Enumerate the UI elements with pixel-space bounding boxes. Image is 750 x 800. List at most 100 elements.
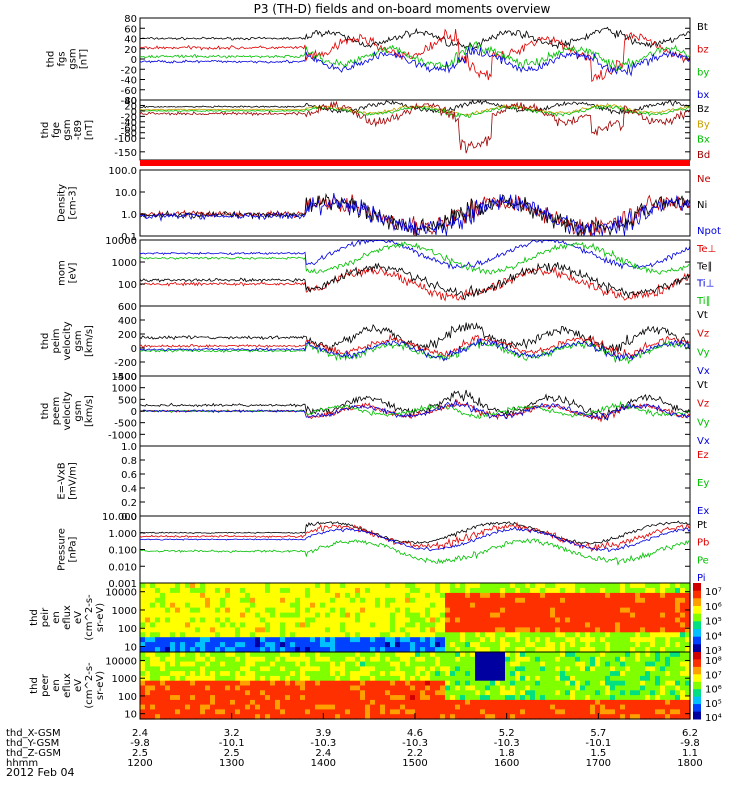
heatmap-cell [380, 622, 386, 628]
heatmap-cell [280, 652, 286, 658]
heatmap-cell [455, 607, 461, 614]
heatmap-cell [455, 583, 461, 589]
heatmap-cell [580, 709, 586, 715]
heatmap-cell [645, 637, 651, 643]
heatmap-cell [185, 680, 191, 687]
legend-Bt: Bt [697, 22, 708, 33]
heatmap-cell [445, 632, 451, 638]
heatmap-cell [670, 597, 676, 604]
heatmap-cell [250, 680, 256, 687]
heatmap-cell [325, 597, 331, 604]
heatmap-cell [190, 671, 196, 677]
heatmap-cell [535, 647, 541, 653]
heatmap-cell [685, 597, 691, 604]
heatmap-cell [215, 592, 221, 599]
heatmap-cell [375, 690, 381, 696]
heatmap-cell [365, 656, 371, 663]
heatmap-cell [210, 685, 216, 691]
heatmap-cell [385, 661, 391, 667]
heatmap-cell [160, 680, 166, 687]
heatmap-cell [560, 652, 566, 658]
heatmap-cell [165, 661, 171, 667]
heatmap-cell [685, 666, 691, 672]
heatmap-cell [425, 685, 431, 691]
heatmap-cell [445, 612, 451, 619]
heatmap-cell [625, 690, 631, 696]
heatmap-cell [655, 612, 661, 619]
heatmap-cell [675, 637, 681, 643]
heatmap-cell [300, 637, 306, 643]
heatmap-cell [370, 583, 376, 589]
heatmap-cell [550, 587, 556, 594]
heatmap-cell [545, 695, 551, 701]
heatmap-cell [145, 622, 151, 628]
heatmap-cell [630, 704, 636, 710]
heatmap-cell [630, 680, 636, 687]
heatmap-cell [380, 656, 386, 663]
heatmap-cell [210, 690, 216, 696]
heatmap-cell [245, 597, 251, 604]
heatmap-cell [650, 597, 656, 604]
heatmap-cell [150, 583, 156, 589]
heatmap-cell [625, 597, 631, 604]
heatmap-cell [355, 680, 361, 687]
colorbar-swatch [693, 613, 701, 622]
colorbar-swatch [693, 674, 701, 683]
heatmap-cell [270, 714, 276, 720]
heatmap-cell [200, 592, 206, 599]
heatmap-cell [235, 602, 241, 609]
panel-peim: VtVzVyVx6004002000-200-400thdpeimvelocit… [40, 302, 710, 383]
heatmap-cell [605, 656, 611, 663]
heatmap-cell [660, 632, 666, 638]
heatmap-cell [325, 602, 331, 609]
heatmap-cell [605, 709, 611, 715]
heatmap-cell [410, 680, 416, 687]
heatmap-cell [365, 637, 371, 643]
heatmap-cell [505, 652, 511, 658]
heatmap-cell [485, 675, 491, 682]
heatmap-cell [370, 642, 376, 648]
heatmap-cell [585, 656, 591, 663]
heatmap-cell [155, 627, 161, 633]
heatmap-cell [320, 666, 326, 672]
heatmap-cell [615, 685, 621, 691]
heatmap-cell [335, 647, 341, 653]
heatmap-cell [325, 622, 331, 628]
heatmap-cell [575, 632, 581, 638]
heatmap-cell [275, 592, 281, 599]
heatmap-cell [590, 642, 596, 648]
heatmap-cell [520, 602, 526, 609]
y-axis-label-line: sr-eV) [95, 603, 106, 632]
heatmap-cell [260, 675, 266, 682]
heatmap-cell [500, 597, 506, 604]
heatmap-cell [515, 617, 521, 623]
heatmap-cell [390, 627, 396, 633]
heatmap-cell [375, 695, 381, 701]
heatmap-cell [160, 617, 166, 623]
heatmap-cell [290, 607, 296, 614]
heatmap-cell [455, 652, 461, 658]
heatmap-cell [685, 617, 691, 623]
colorbar-swatch [693, 621, 701, 630]
heatmap-cell [560, 709, 566, 715]
heatmap-cell [620, 709, 626, 715]
heatmap-cell [310, 597, 316, 604]
colorbar-swatch [693, 598, 701, 607]
heatmap-cell [445, 583, 451, 589]
heatmap-cell [470, 592, 476, 599]
heatmap-cell [645, 656, 651, 663]
heatmap-cell [595, 622, 601, 628]
heatmap-cell [635, 612, 641, 619]
heatmap-cell [470, 602, 476, 609]
heatmap-cell [555, 690, 561, 696]
heatmap-cell [535, 637, 541, 643]
heatmap-cell [435, 617, 441, 623]
heatmap-cell [275, 709, 281, 715]
heatmap-cell [585, 617, 591, 623]
heatmap-cell [165, 704, 171, 710]
heatmap-cell [400, 671, 406, 677]
series-line-Bd [139, 100, 691, 154]
heatmap-cell [485, 661, 491, 667]
